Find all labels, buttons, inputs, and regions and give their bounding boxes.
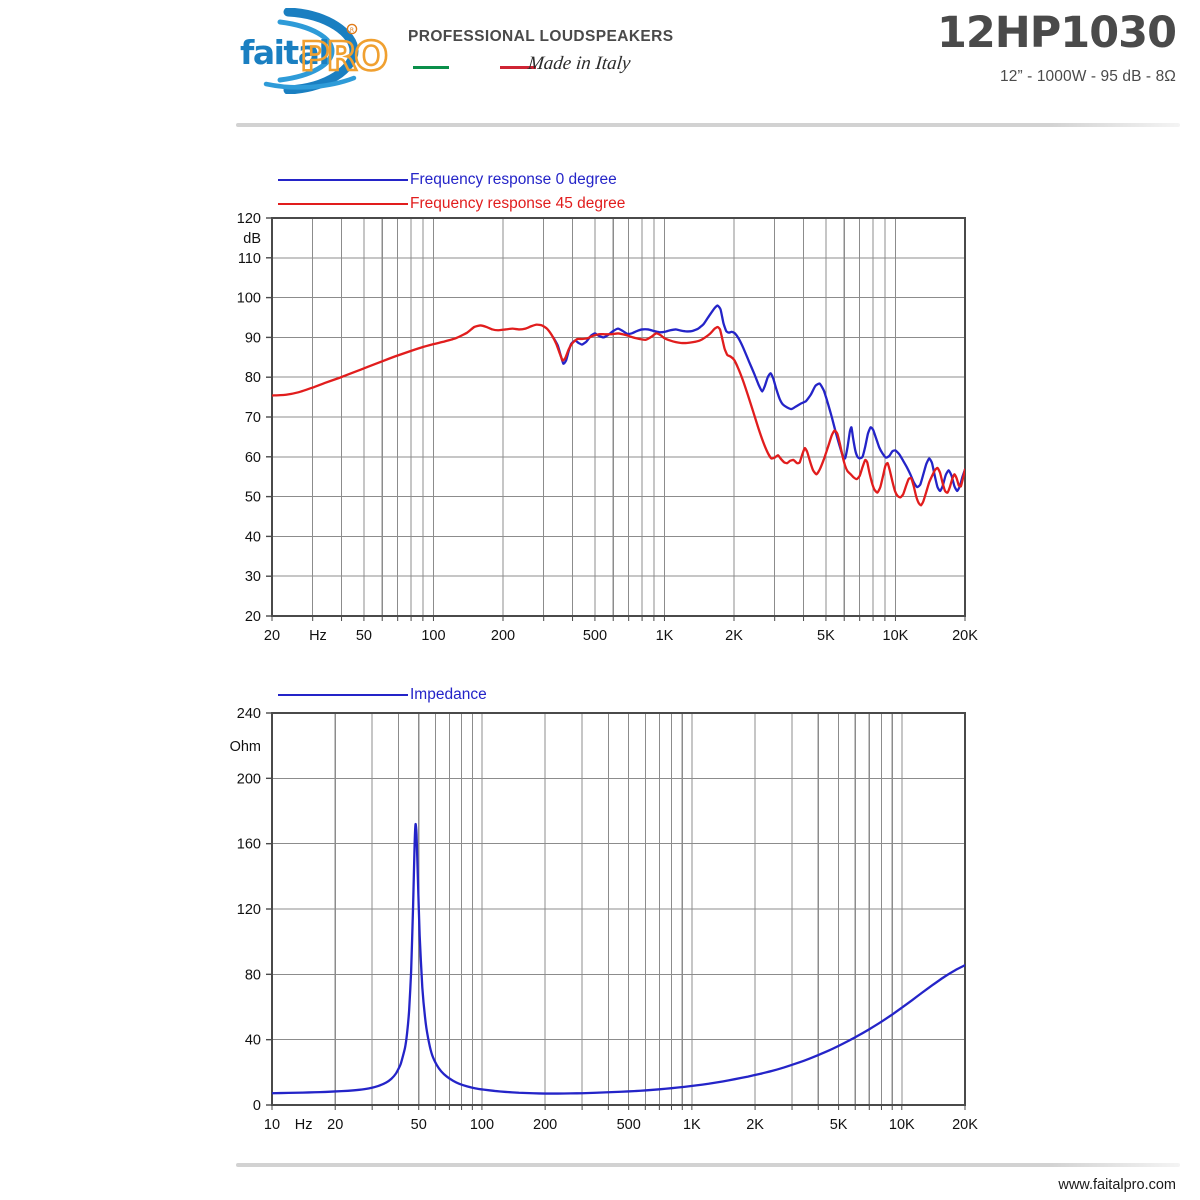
svg-text:10K: 10K — [889, 1117, 915, 1133]
svg-text:120: 120 — [237, 902, 261, 918]
legend-swatch-red-icon — [278, 203, 408, 205]
frequency-response-legend: Frequency response 0 degree Frequency re… — [278, 168, 625, 216]
tagline-text: PROFESSIONAL LOUDSPEAKERS — [408, 28, 674, 45]
svg-text:500: 500 — [583, 628, 607, 644]
svg-text:10: 10 — [264, 1117, 280, 1133]
legend-label-0-degree: Frequency response 0 degree — [410, 171, 617, 188]
footer-divider — [236, 1163, 1180, 1167]
legend-label-45-degree: Frequency response 45 degree — [410, 195, 626, 212]
svg-text:faital: faital — [240, 33, 328, 72]
legend-item-45-degree: Frequency response 45 degree — [278, 192, 625, 216]
svg-text:5K: 5K — [830, 1117, 848, 1133]
svg-text:dB: dB — [243, 231, 261, 247]
svg-text:Ohm: Ohm — [230, 739, 261, 755]
svg-text:20: 20 — [245, 609, 261, 625]
model-name: 12HP1030 — [936, 8, 1177, 58]
svg-text:20: 20 — [264, 628, 280, 644]
header-divider — [236, 123, 1180, 127]
svg-text:500: 500 — [617, 1117, 641, 1133]
svg-text:90: 90 — [245, 330, 261, 346]
made-in-italy-text: Made in Italy — [526, 53, 632, 74]
svg-text:20K: 20K — [952, 1117, 978, 1133]
legend-label-impedance: Impedance — [410, 686, 487, 703]
svg-text:100: 100 — [470, 1117, 494, 1133]
svg-text:60: 60 — [245, 450, 261, 466]
svg-text:120: 120 — [237, 211, 261, 227]
italy-flag-green-icon — [413, 66, 449, 69]
impedance-plot: 0 40 80 120 160 200 240 Ohm 10 20 50 100 200 500 1K 2K 5… — [230, 706, 979, 1133]
svg-text:160: 160 — [237, 837, 261, 853]
made-in-italy-row: Made in Italy — [408, 53, 668, 83]
svg-text:100: 100 — [237, 291, 261, 307]
svg-text:20K: 20K — [952, 628, 978, 644]
impedance-chart: Impedance 0 40 80 120 160 200 240 Ohm 10 20 50 100 2… — [0, 665, 1200, 1145]
svg-text:5K: 5K — [817, 628, 835, 644]
legend-item-impedance: Impedance — [278, 683, 487, 707]
svg-text:40: 40 — [245, 1033, 261, 1049]
svg-text:PRO: PRO — [300, 34, 386, 80]
svg-text:1K: 1K — [683, 1117, 701, 1133]
legend-swatch-impedance-icon — [278, 694, 408, 696]
svg-text:200: 200 — [491, 628, 515, 644]
svg-text:Hz: Hz — [309, 628, 327, 644]
svg-text:50: 50 — [356, 628, 372, 644]
faitalpro-logo: faital R PRO — [236, 8, 416, 94]
footer-url: www.faitalpro.com — [1058, 1177, 1176, 1193]
svg-text:2K: 2K — [746, 1117, 764, 1133]
svg-text:240: 240 — [237, 706, 261, 722]
svg-text:200: 200 — [533, 1117, 557, 1133]
brand-tagline: PROFESSIONAL LOUDSPEAKERS Made in Italy — [408, 28, 674, 90]
logo-svg: faital R PRO — [240, 8, 390, 94]
model-block: 12HP1030 12” - 1000W - 95 dB - 8Ω — [756, 8, 1177, 86]
page-header: faital R PRO PROFESSIONAL LOUDSPEAKERS M… — [0, 0, 1200, 127]
svg-text:R: R — [350, 27, 354, 34]
frequency-response-plot: 20 30 40 50 60 70 80 90 100 110 120 dB 20 50 100 200 500… — [237, 211, 978, 644]
svg-text:200: 200 — [237, 771, 261, 787]
svg-text:50: 50 — [411, 1117, 427, 1133]
svg-text:1K: 1K — [656, 628, 674, 644]
impedance-legend: Impedance — [278, 683, 487, 707]
svg-text:80: 80 — [245, 967, 261, 983]
svg-text:100: 100 — [421, 628, 445, 644]
legend-swatch-blue-icon — [278, 179, 408, 181]
svg-text:30: 30 — [245, 569, 261, 585]
svg-text:Hz: Hz — [295, 1117, 313, 1133]
svg-text:40: 40 — [245, 529, 261, 545]
svg-text:10K: 10K — [883, 628, 909, 644]
svg-text:80: 80 — [245, 370, 261, 386]
svg-text:50: 50 — [245, 490, 261, 506]
svg-text:20: 20 — [327, 1117, 343, 1133]
svg-text:70: 70 — [245, 410, 261, 426]
model-specs: 12” - 1000W - 95 dB - 8Ω — [1000, 68, 1176, 85]
legend-item-0-degree: Frequency response 0 degree — [278, 168, 625, 192]
italy-flag-red-icon — [500, 66, 536, 69]
frequency-response-chart: Frequency response 0 degree Frequency re… — [0, 150, 1200, 650]
svg-text:2K: 2K — [725, 628, 743, 644]
svg-text:110: 110 — [238, 251, 261, 267]
svg-text:0: 0 — [253, 1098, 261, 1114]
